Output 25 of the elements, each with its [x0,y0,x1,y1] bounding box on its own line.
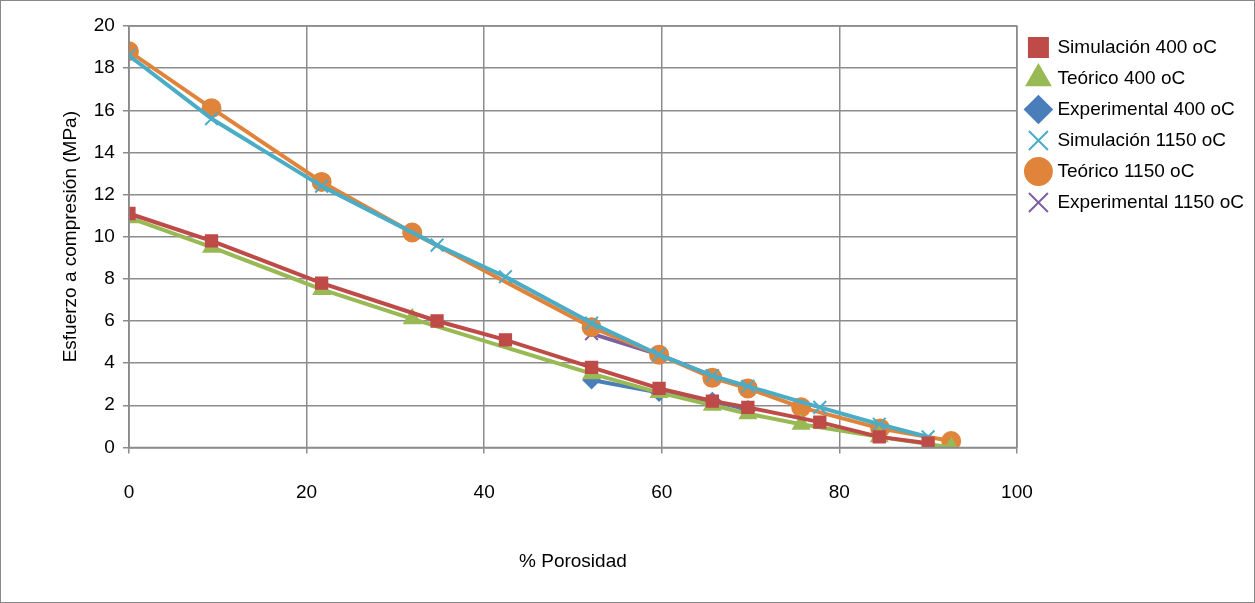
y-tick-label: 10 [93,224,115,246]
legend-label: Simulación 400 oC [1057,35,1217,57]
y-axis-title: Esfuerzo a compresión (MPa) [58,111,80,363]
y-tick-label: 0 [104,435,115,457]
legend-label: Experimental 1150 oC [1057,190,1245,212]
legend-label: Teórico 1150 oC [1057,159,1195,181]
y-tick-label: 14 [93,140,116,162]
y-tick-label: 12 [93,182,115,204]
y-tick-label: 8 [104,267,115,289]
y-tick-label: 16 [93,98,115,120]
x-tick-label: 100 [1001,481,1033,503]
legend-label: Experimental 400 oC [1057,97,1235,119]
legend-label: Simulación 1150 oC [1057,128,1227,150]
x-tick-label: 60 [651,481,673,503]
y-tick-label: 4 [104,351,116,373]
y-tick-label: 2 [104,393,115,415]
y-tick-label: 20 [93,14,115,36]
x-tick-label: 0 [123,481,135,503]
x-tick-label: 20 [295,481,318,503]
y-tick-label: 18 [93,56,115,78]
legend-label: Teórico 400 oC [1057,66,1186,88]
x-axis-title: % Porosidad [519,549,627,571]
x-tick-label: 80 [828,481,850,503]
x-tick-label: 40 [473,481,495,503]
y-tick-label: 6 [104,309,115,331]
